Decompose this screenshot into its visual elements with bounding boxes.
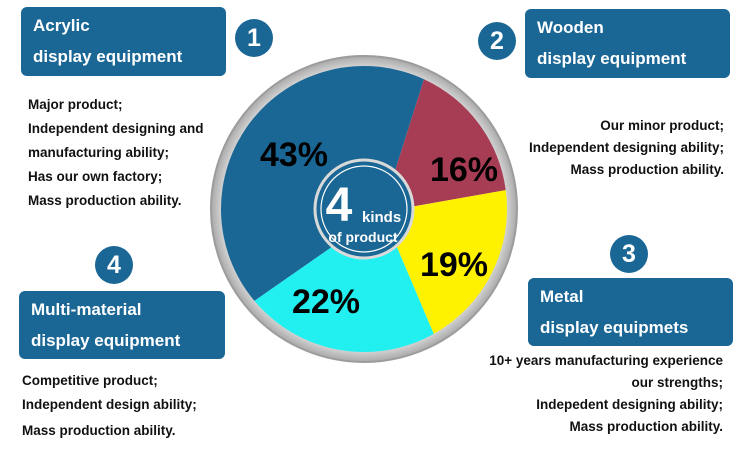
section-2-title-box: Wooden display equipment [525,9,730,78]
section-1-description: Major product; Independent designing and… [28,93,204,213]
section-1-title-box: Acrylic display equipment [21,7,226,76]
section-1-line-1: Major product; [28,97,123,112]
section-1-line-3: manufacturing ability; [28,145,170,160]
section-4-line-3: Mass production ability. [22,423,176,438]
section-3-line-1: 10+ years manufacturing experience [489,353,723,368]
section-3-title-line-2: display equipmets [540,318,689,337]
section-1-line-4: Has our own factory; [28,169,163,184]
section-2-title-line-1: Wooden [537,18,604,37]
section-4-title-line-1: Multi-material [31,300,142,319]
section-3-description: 10+ years manufacturing experience our s… [489,350,723,438]
section-1-title-line-2: display equipment [33,47,183,66]
section-2-description: Our minor product; Independent designing… [529,115,724,181]
section-1-number-badge: 1 [235,19,273,57]
section-3-title-box: Metal display equipmets [528,278,733,346]
section-2-line-2: Independent designing ability; [528,140,724,155]
pie-slice-2 [382,79,506,212]
section-4-description: Competitive product; Independent design … [22,369,197,443]
section-1-line-5: Mass production ability. [28,193,182,208]
pie-slice-label-4: 22% [292,283,360,321]
pie-slice-label-1: 43% [260,136,328,174]
section-3-line-4: Mass production ability. [569,419,723,434]
section-4-title-line-2: display equipment [31,331,181,350]
section-4-line-2: Independent design ability; [22,397,197,412]
section-4-number-badge: 4 [95,246,133,284]
section-2-line-3: Mass production ability. [570,162,724,177]
section-3-title-line-1: Metal [540,287,584,306]
center-big-number: 4 [326,179,353,232]
section-2-number-badge: 2 [478,22,516,60]
center-outer-circle [313,158,415,260]
section-2-title-line-2: display equipment [537,49,687,68]
section-3-line-3: Indepedent designing ability; [536,397,723,412]
center-kinds-label: kinds [362,209,401,226]
section-2-line-1: Our minor product; [600,118,724,133]
pie-slice-label-2: 16% [430,151,498,189]
section-1-line-2: Independent designing and [28,121,204,136]
section-1-title-line-1: Acrylic [33,16,90,35]
section-4-title-box: Multi-material display equipment [19,291,225,359]
center-product-label: of product [328,229,398,245]
section-3-number-badge: 3 [610,235,648,273]
section-4-line-1: Competitive product; [22,373,158,388]
pie-slice-label-3: 19% [420,246,488,284]
pie-slice-3 [382,190,507,334]
section-3-line-2: our strengths; [631,375,723,390]
center-inner-ring [320,165,408,253]
